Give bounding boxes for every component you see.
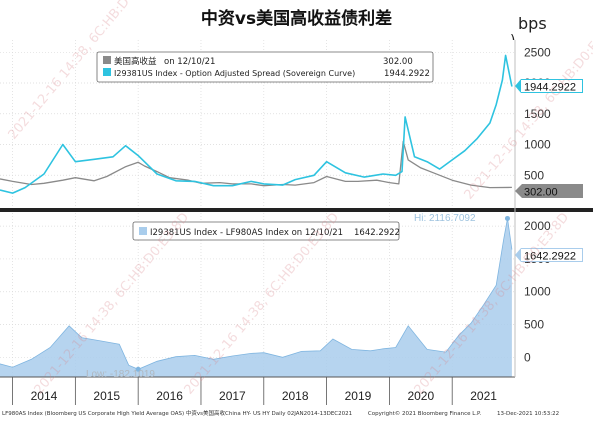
lower-y-tick-label: 2000 xyxy=(524,219,551,233)
unit-label: bps xyxy=(518,14,547,33)
x-axis-year-label: 2018 xyxy=(282,389,309,403)
legend-label-gray: 美国高收益 xyxy=(114,56,157,67)
area-spread-difference xyxy=(0,218,512,377)
footer: LF980AS Index (Bloomberg US Corporate Hi… xyxy=(2,409,592,417)
chart-title: 中资vs美国高收益债利差 xyxy=(200,9,393,29)
low-label: Low: -182.1019 xyxy=(86,369,155,380)
legend-value-gray: 302.00 xyxy=(383,57,413,67)
lower-legend-label: I29381US Index - LF980AS Index on 12/10/… xyxy=(150,228,343,238)
gray-value-tag: 302.00 xyxy=(515,184,583,199)
hi-marker xyxy=(504,215,510,221)
x-axis-year-label: 2014 xyxy=(31,389,58,403)
cyan-value-tag-text: 1944.2922 xyxy=(524,82,576,94)
footer-timestamp: 13-Dec-2021 10:53:22 xyxy=(497,411,560,417)
x-axis-year-label: 2017 xyxy=(219,389,246,403)
lower-series xyxy=(0,215,513,377)
panel-separator xyxy=(0,208,593,212)
lower-y-tick-label: 0 xyxy=(524,350,531,364)
upper-series xyxy=(0,54,513,194)
lower-legend: I29381US Index - LF980AS Index on 12/10/… xyxy=(132,221,400,241)
hi-label: Hi: 2116.7092 xyxy=(414,213,476,224)
series-line-us-hy xyxy=(0,140,512,189)
x-axis-year-label: 2019 xyxy=(345,389,372,403)
lower-value-tag: 1642.2922 xyxy=(515,248,583,263)
upper-y-tick-label: 1000 xyxy=(524,138,551,152)
legend-value-cyan: 1944.2922 xyxy=(384,69,430,79)
x-axis-year-label: 2016 xyxy=(156,389,183,403)
cyan-value-tag: 1944.2922 xyxy=(515,79,583,94)
upper-legend: 美国高收益 on 12/10/21 302.00 I29381US Index … xyxy=(96,51,434,83)
footer-copyright: Copyright© 2021 Bloomberg Finance L.P. xyxy=(367,411,482,417)
footer-source: LF980AS Index (Bloomberg US Corporate Hi… xyxy=(2,411,353,417)
lower-legend-value: 1642.2922 xyxy=(354,228,400,238)
lower-value-tag-text: 1642.2922 xyxy=(524,251,576,263)
upper-y-tick-label: 1500 xyxy=(524,107,551,121)
legend-label-cyan: I29381US Index - Option Adjusted Spread … xyxy=(114,69,355,78)
x-axis-year-label: 2021 xyxy=(470,389,497,403)
legend-swatch-gray xyxy=(103,56,111,64)
series-line-china-hy xyxy=(0,54,513,194)
lower-y-tick-label: 1000 xyxy=(524,285,551,299)
area-outline xyxy=(0,218,513,370)
gray-value-tag-text: 302.00 xyxy=(524,187,558,199)
x-axis: 2014 2015 2016 2017 2018 2019 2020 2021 xyxy=(12,377,497,405)
upper-y-tick-label: 2500 xyxy=(524,45,551,59)
legend-swatch-cyan xyxy=(103,68,111,76)
x-axis-year-label: 2020 xyxy=(407,389,434,403)
lower-legend-swatch xyxy=(139,227,147,235)
x-axis-year-label: 2015 xyxy=(93,389,120,403)
upper-y-tick-label: 500 xyxy=(524,168,544,182)
legend-date-gray: on 12/10/21 xyxy=(164,57,215,67)
lower-y-tick-label: 500 xyxy=(524,318,544,332)
low-marker xyxy=(135,366,141,372)
